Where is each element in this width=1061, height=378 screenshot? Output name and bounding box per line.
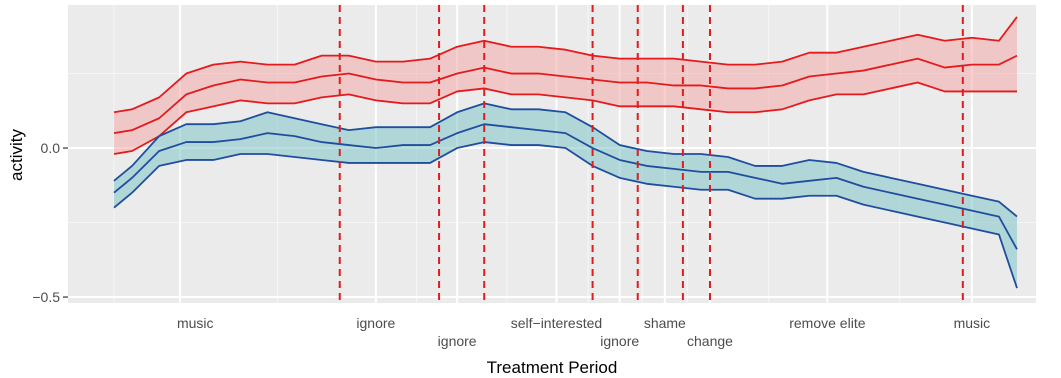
x-tick-label: ignore <box>438 333 477 349</box>
x-tick-label: ignore <box>356 315 395 331</box>
x-tick-label: music <box>954 315 991 331</box>
x-tick-label: music <box>177 315 214 331</box>
y-axis-title: activity <box>7 129 26 181</box>
x-axis-treatment-labels: music ignore ignore self−interested ignore sh… <box>177 315 990 349</box>
y-tick-label: 0.0 <box>41 140 61 156</box>
line-series-1-upper <box>113 16 1018 114</box>
x-tick-label: shame <box>644 315 686 331</box>
x-tick-label: change <box>687 333 733 349</box>
ribbon-series-1 <box>114 16 1017 155</box>
x-tick-label: ignore <box>600 333 639 349</box>
line-series-2-upper <box>113 102 1018 218</box>
line-series-2-mean <box>113 123 1018 250</box>
x-tick-label: self−interested <box>511 315 602 331</box>
line-series-1-lower <box>113 81 1017 155</box>
line-series-2-lower <box>113 141 1018 289</box>
treatment-change-lines <box>338 5 964 303</box>
x-tick-label: remove elite <box>789 315 865 331</box>
y-axis-ticks: 0.0 −0.5 <box>32 140 68 305</box>
x-axis-title: Treatment Period <box>487 358 618 377</box>
line-series-1-mean <box>113 54 1018 135</box>
y-tick-label: −0.5 <box>32 289 60 305</box>
series-lines <box>113 16 1018 289</box>
